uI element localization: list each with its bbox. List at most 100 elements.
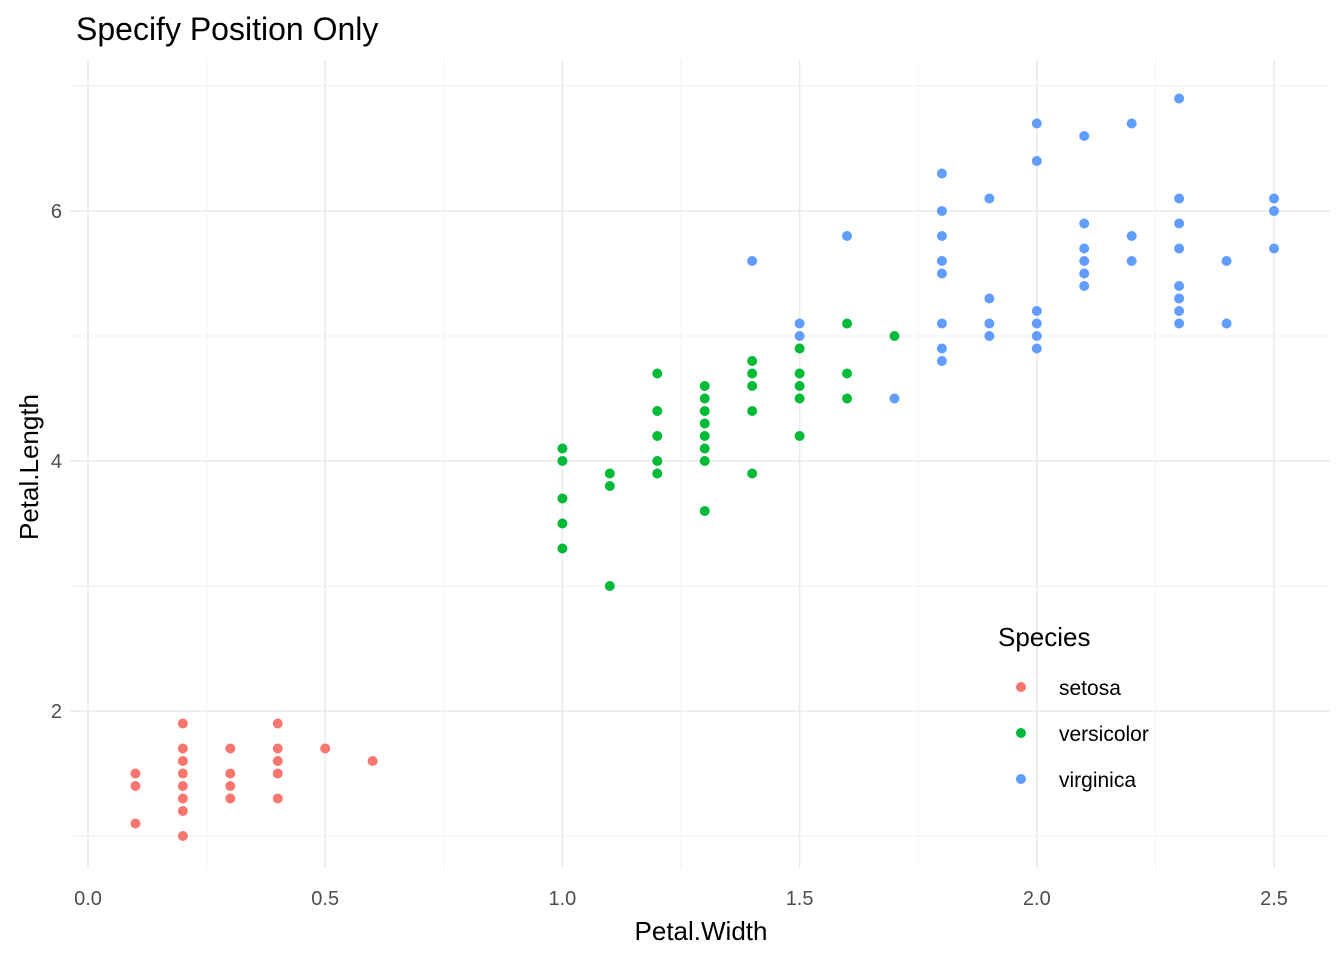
data-point-setosa <box>177 756 188 766</box>
data-point-virginica <box>936 356 947 366</box>
data-point-virginica <box>1269 193 1279 204</box>
data-point-virginica <box>1079 243 1090 254</box>
x-axis-title: Petal.Width <box>635 916 768 946</box>
data-point-versicolor <box>747 468 758 479</box>
data-point-virginica <box>1079 268 1090 279</box>
data-points <box>130 93 1279 841</box>
data-point-virginica <box>842 231 853 241</box>
data-point-virginica <box>1174 243 1185 254</box>
data-point-virginica <box>984 331 995 341</box>
data-point-virginica <box>936 343 947 354</box>
x-tick-label: 0.0 <box>74 888 102 910</box>
data-point-virginica <box>1269 243 1279 254</box>
legend-key-virginica <box>1016 774 1026 784</box>
y-tick-label: 2 <box>51 701 62 723</box>
data-point-virginica <box>936 231 947 241</box>
legend-items: setosa versicolor virginica <box>1016 677 1149 792</box>
grid-layer <box>70 60 1330 868</box>
data-point-versicolor <box>794 368 805 379</box>
data-point-setosa <box>272 756 283 766</box>
data-point-versicolor <box>557 493 568 504</box>
data-point-versicolor <box>699 506 710 516</box>
data-point-versicolor <box>889 331 900 341</box>
legend-label-virginica: virginica <box>1059 769 1136 792</box>
data-point-versicolor <box>699 456 710 466</box>
data-point-setosa <box>272 743 283 754</box>
data-point-versicolor <box>747 406 758 416</box>
data-point-virginica <box>936 268 947 279</box>
data-point-virginica <box>1269 206 1279 216</box>
data-point-versicolor <box>794 431 805 441</box>
legend-label-versicolor: versicolor <box>1059 723 1149 746</box>
data-point-setosa <box>177 806 188 816</box>
chart-title: Specify Position Only <box>76 11 378 47</box>
data-point-setosa <box>272 718 283 729</box>
data-point-virginica <box>1174 281 1185 291</box>
y-tick-label: 6 <box>51 201 62 223</box>
data-point-versicolor <box>557 443 568 454</box>
data-point-virginica <box>1031 318 1042 329</box>
data-point-versicolor <box>652 368 663 379</box>
data-point-setosa <box>272 793 283 804</box>
x-tick-label: 0.5 <box>311 888 339 910</box>
data-point-setosa <box>177 718 188 729</box>
y-axis-title: Petal.Length <box>14 394 44 540</box>
data-point-virginica <box>1174 293 1185 304</box>
data-point-versicolor <box>699 431 710 441</box>
data-point-virginica <box>1079 131 1090 141</box>
data-point-virginica <box>936 318 947 329</box>
y-tick-label: 4 <box>51 451 62 473</box>
data-point-virginica <box>1079 256 1090 266</box>
data-point-versicolor <box>842 368 853 379</box>
data-point-setosa <box>177 781 188 791</box>
tick-labels: 0.0 0.5 1.0 1.5 2.0 2.5 2 4 6 <box>51 201 1288 910</box>
data-point-virginica <box>1221 318 1232 329</box>
data-point-versicolor <box>842 393 853 404</box>
data-point-virginica <box>1031 331 1042 341</box>
data-point-virginica <box>1126 118 1137 129</box>
data-point-virginica <box>936 206 947 216</box>
data-point-versicolor <box>557 456 568 466</box>
data-point-versicolor <box>794 393 805 404</box>
data-point-setosa <box>177 793 188 804</box>
data-point-setosa <box>177 831 188 841</box>
data-point-virginica <box>1079 218 1090 229</box>
data-point-setosa <box>367 756 378 766</box>
data-point-versicolor <box>652 468 663 479</box>
data-point-virginica <box>889 393 900 404</box>
data-point-versicolor <box>747 368 758 379</box>
data-point-virginica <box>1174 193 1185 204</box>
data-point-virginica <box>1031 306 1042 316</box>
data-point-virginica <box>1221 256 1232 266</box>
legend-key-versicolor <box>1016 728 1026 738</box>
data-point-virginica <box>1126 231 1137 241</box>
data-point-virginica <box>1174 318 1185 329</box>
data-point-setosa <box>225 768 236 779</box>
data-point-setosa <box>225 781 236 791</box>
data-point-versicolor <box>699 406 710 416</box>
data-point-setosa <box>130 818 141 829</box>
data-point-versicolor <box>699 381 710 391</box>
data-point-versicolor <box>747 356 758 366</box>
data-point-versicolor <box>699 393 710 404</box>
data-point-virginica <box>936 256 947 266</box>
x-tick-label: 1.5 <box>786 888 814 910</box>
legend-title: Species <box>998 622 1091 652</box>
data-point-setosa <box>225 743 236 754</box>
data-point-virginica <box>1031 156 1042 166</box>
data-point-versicolor <box>604 581 615 591</box>
data-point-virginica <box>1174 93 1185 104</box>
data-point-versicolor <box>747 381 758 391</box>
data-point-virginica <box>1174 306 1185 316</box>
data-point-setosa <box>130 781 141 791</box>
data-point-virginica <box>1126 256 1137 266</box>
data-point-virginica <box>794 331 805 341</box>
data-point-setosa <box>130 768 141 779</box>
data-point-virginica <box>747 256 758 266</box>
legend-key-setosa <box>1016 682 1026 692</box>
data-point-versicolor <box>699 418 710 429</box>
data-point-virginica <box>794 318 805 329</box>
data-point-setosa <box>272 768 283 779</box>
